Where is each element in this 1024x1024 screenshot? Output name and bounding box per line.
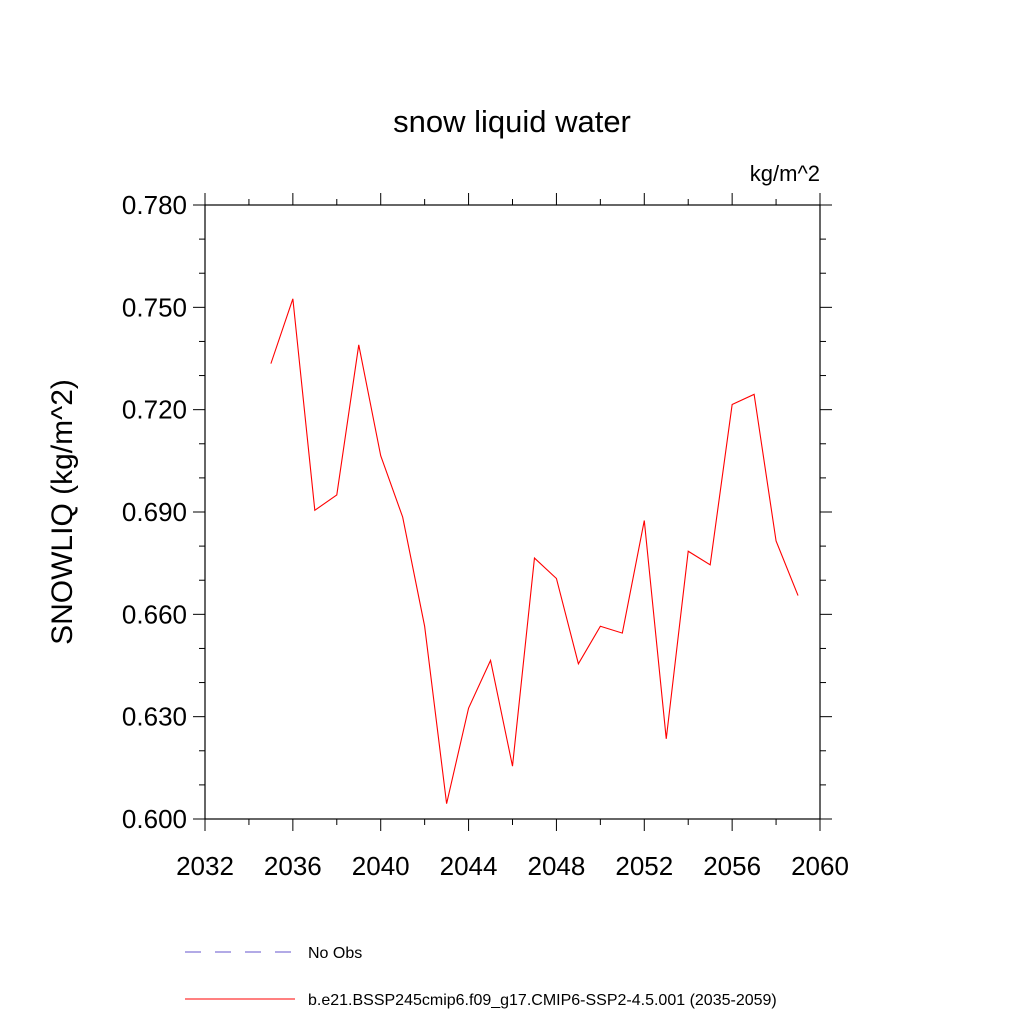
- y-tick-label: 0.750: [122, 292, 187, 322]
- x-tick-label: 2032: [176, 851, 234, 881]
- y-axis: 0.600 0.630 0.660 0.690 0.720 0.750 0.780: [122, 190, 832, 834]
- y-tick-label: 0.660: [122, 599, 187, 629]
- chart-title: snow liquid water: [393, 104, 631, 139]
- x-tick-label: 2036: [264, 851, 322, 881]
- y-axis-label: SNOWLIQ (kg/m^2): [46, 379, 79, 645]
- x-tick-label: 2048: [528, 851, 586, 881]
- legend-label-no-obs: No Obs: [308, 945, 362, 962]
- y-tick-label: 0.600: [122, 804, 187, 834]
- x-tick-label: 2044: [440, 851, 498, 881]
- plot-frame: [204, 204, 821, 820]
- legend: No Obs b.e21.BSSP245cmip6.f09_g17.CMIP6-…: [185, 945, 777, 1009]
- x-axis: 2032 2036 2040 2044 2048 2052 2056 2060: [176, 193, 849, 881]
- series-layer: [270, 298, 799, 804]
- y-tick-label: 0.630: [122, 702, 187, 732]
- series-line: [270, 298, 799, 804]
- x-tick-label: 2060: [791, 851, 849, 881]
- x-tick-label: 2056: [703, 851, 761, 881]
- y-tick-label: 0.780: [122, 190, 187, 220]
- x-tick-label: 2040: [352, 851, 410, 881]
- y-tick-label: 0.720: [122, 395, 187, 425]
- units-label: kg/m^2: [750, 161, 820, 186]
- legend-label-model: b.e21.BSSP245cmip6.f09_g17.CMIP6-SSP2-4.…: [308, 992, 777, 1009]
- y-tick-label: 0.690: [122, 497, 187, 527]
- x-tick-label: 2052: [615, 851, 673, 881]
